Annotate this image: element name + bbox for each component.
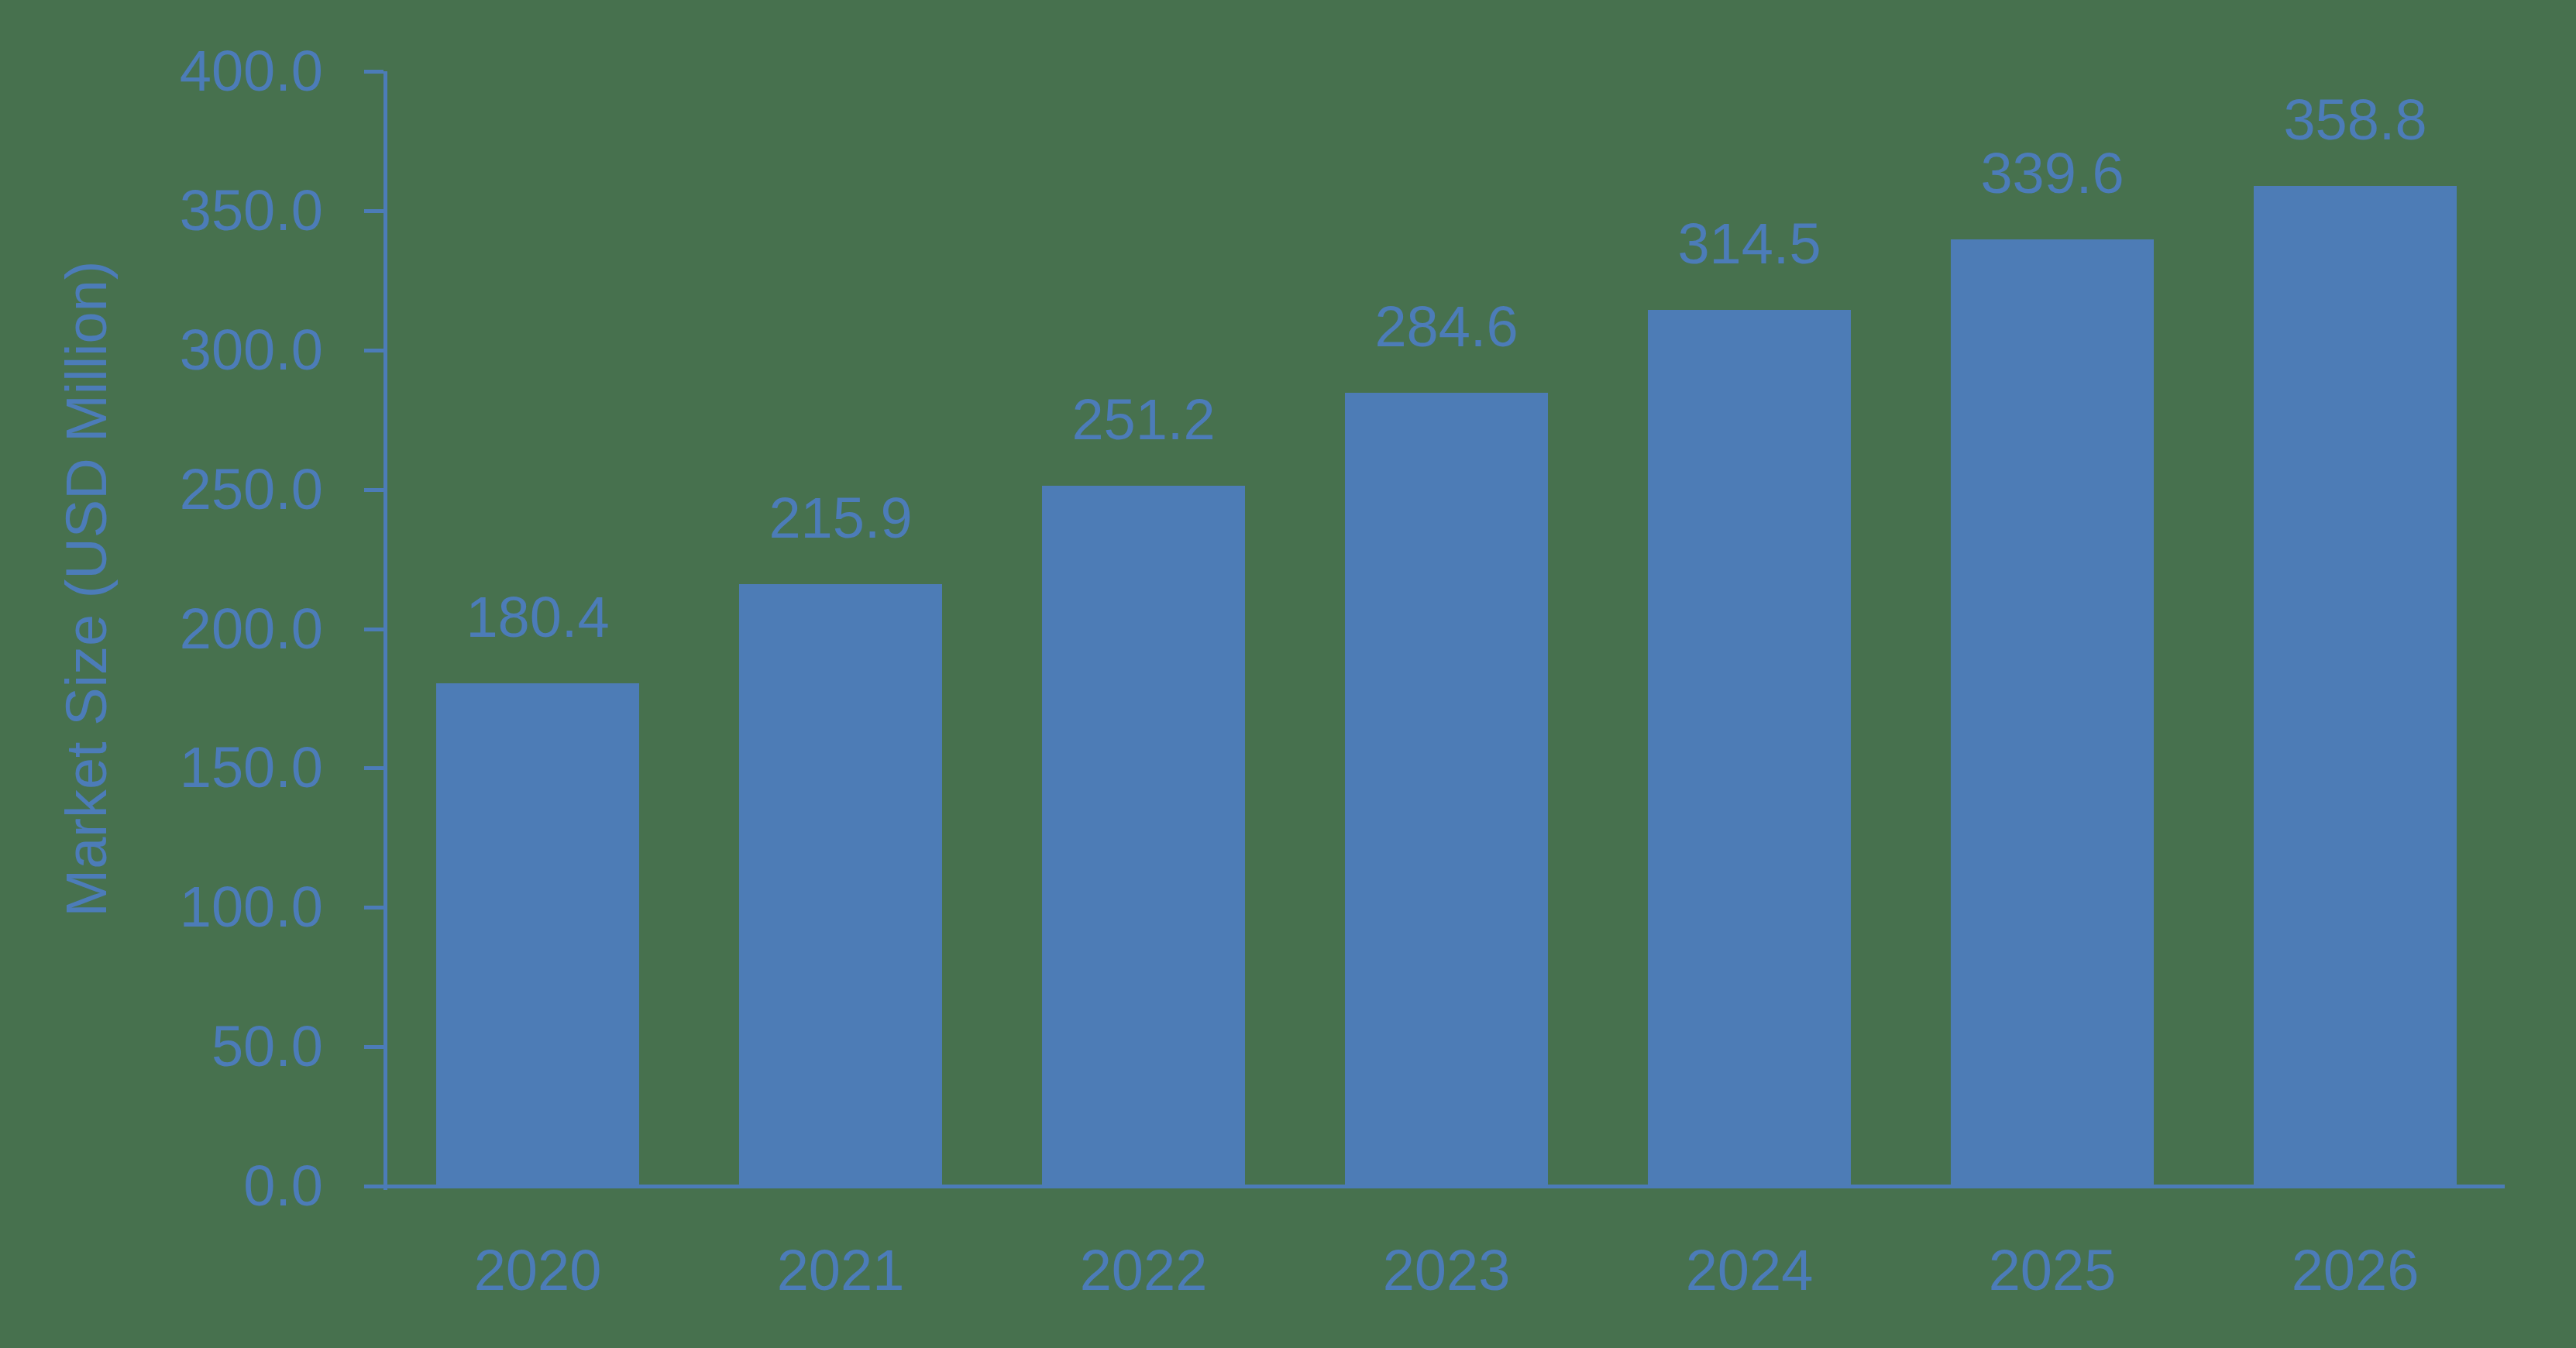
x-tick-label-2021: 2021 (690, 1242, 992, 1299)
y-tick-mark (364, 628, 383, 631)
bar-chart: Market Size (USD Million) 0.050.0100.015… (0, 0, 2576, 1348)
y-tick-mark (364, 766, 383, 770)
x-tick-label-2025: 2025 (1901, 1242, 2204, 1299)
value-label-2020: 180.4 (383, 589, 693, 646)
bar-2020 (436, 683, 639, 1186)
bar-2025 (1951, 239, 2154, 1186)
y-tick-label: 250.0 (91, 461, 323, 518)
y-tick-label: 0.0 (91, 1157, 323, 1215)
bar-2023 (1345, 393, 1548, 1186)
value-label-2021: 215.9 (686, 490, 996, 547)
y-tick-mark (364, 906, 383, 910)
y-tick-mark (364, 209, 383, 213)
y-tick-mark (364, 1045, 383, 1049)
value-label-2025: 339.6 (1897, 145, 2207, 202)
x-tick-label-2020: 2020 (387, 1242, 690, 1299)
y-tick-mark (364, 70, 383, 74)
value-label-2023: 284.6 (1291, 298, 1601, 356)
y-tick-mark (364, 488, 383, 492)
y-tick-label: 150.0 (91, 739, 323, 796)
x-tick-label-2022: 2022 (992, 1242, 1295, 1299)
y-tick-label: 400.0 (91, 43, 323, 100)
y-tick-label: 100.0 (91, 879, 323, 936)
y-tick-label: 50.0 (91, 1018, 323, 1075)
x-tick-label-2023: 2023 (1295, 1242, 1598, 1299)
value-label-2024: 314.5 (1594, 215, 1904, 273)
bar-2026 (2254, 186, 2457, 1186)
bar-2022 (1042, 486, 1245, 1186)
bar-2021 (739, 584, 942, 1186)
y-tick-mark (364, 349, 383, 352)
x-tick-label-2026: 2026 (2204, 1242, 2507, 1299)
value-label-2026: 358.8 (2200, 91, 2510, 149)
bar-2024 (1648, 310, 1851, 1186)
y-tick-label: 300.0 (91, 322, 323, 379)
y-tick-label: 200.0 (91, 600, 323, 658)
y-tick-label: 350.0 (91, 182, 323, 239)
value-label-2022: 251.2 (989, 391, 1298, 449)
x-tick-label-2024: 2024 (1598, 1242, 1901, 1299)
